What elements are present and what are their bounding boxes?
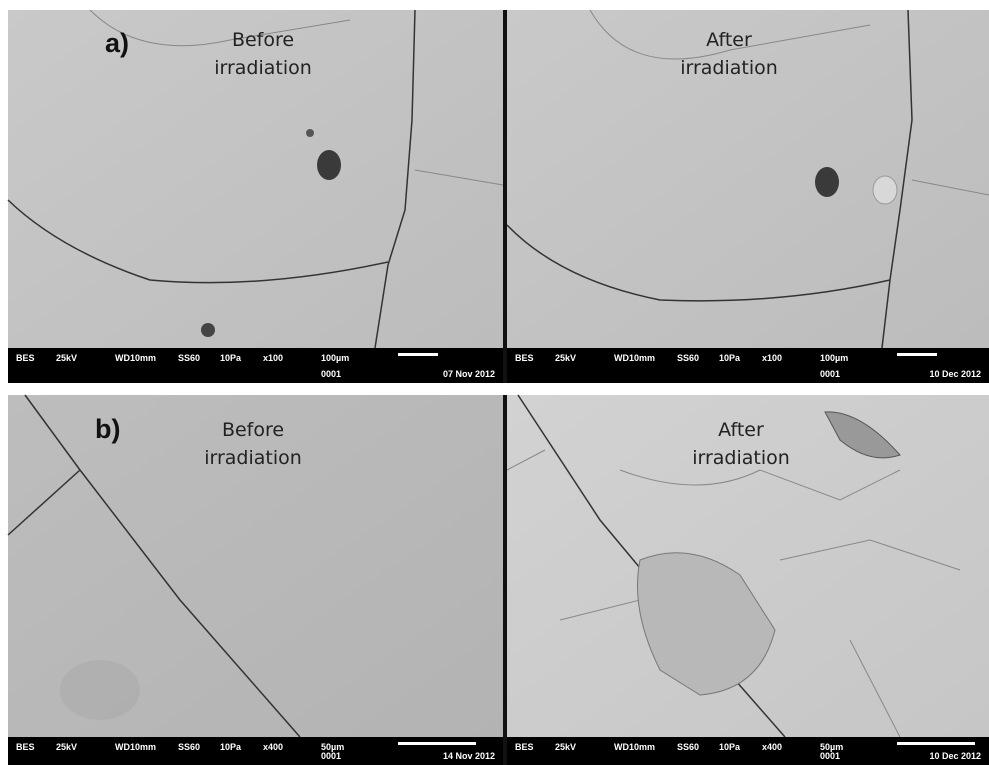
info-pressure: 10Pa bbox=[719, 353, 741, 363]
info-pressure: 10Pa bbox=[719, 742, 741, 752]
figure: Before irradiation BES 25kV WD10mm SS60 10Pa x1… bbox=[0, 0, 989, 765]
info-mag: x400 bbox=[263, 742, 283, 752]
caption: irradiation bbox=[214, 57, 312, 79]
info-pressure: 10Pa bbox=[220, 742, 242, 752]
spot bbox=[306, 129, 314, 137]
info-spot: SS60 bbox=[178, 353, 200, 363]
info-scale: 100µm bbox=[820, 353, 848, 363]
info-date: 07 Nov 2012 bbox=[443, 369, 495, 379]
scale-bar bbox=[897, 742, 975, 745]
caption: After bbox=[706, 29, 752, 51]
caption: irradiation bbox=[692, 447, 790, 469]
caption: irradiation bbox=[680, 57, 778, 79]
info-detector: BES bbox=[515, 353, 534, 363]
info-date: 10 Dec 2012 bbox=[929, 751, 981, 761]
info-scale: 100µm bbox=[321, 353, 349, 363]
info-spot: SS60 bbox=[677, 742, 699, 752]
info-bar bbox=[507, 737, 989, 765]
info-wd: WD10mm bbox=[614, 353, 655, 363]
caption: Before bbox=[232, 29, 294, 51]
info-date: 14 Nov 2012 bbox=[443, 751, 495, 761]
info-number: 0001 bbox=[820, 751, 840, 761]
info-number: 0001 bbox=[321, 369, 341, 379]
scale-bar bbox=[398, 742, 476, 745]
info-number: 0001 bbox=[820, 369, 840, 379]
caption: Before bbox=[222, 419, 284, 441]
panel-label: b) bbox=[95, 414, 120, 444]
deposit bbox=[873, 176, 897, 204]
info-voltage: 25kV bbox=[56, 742, 77, 752]
caption: irradiation bbox=[204, 447, 302, 469]
info-spot: SS60 bbox=[178, 742, 200, 752]
spot bbox=[317, 150, 341, 180]
info-spot: SS60 bbox=[677, 353, 699, 363]
divider bbox=[503, 10, 507, 383]
info-detector: BES bbox=[16, 742, 35, 752]
info-bar bbox=[8, 737, 503, 765]
info-number: 0001 bbox=[321, 751, 341, 761]
info-pressure: 10Pa bbox=[220, 353, 242, 363]
info-voltage: 25kV bbox=[555, 353, 576, 363]
info-mag: x100 bbox=[762, 353, 782, 363]
info-mag: x100 bbox=[263, 353, 283, 363]
texture bbox=[60, 660, 140, 720]
panel-label: a) bbox=[105, 28, 129, 58]
scale-bar bbox=[897, 353, 937, 356]
info-wd: WD10mm bbox=[115, 742, 156, 752]
spot bbox=[815, 167, 839, 197]
info-voltage: 25kV bbox=[56, 353, 77, 363]
info-date: 10 Dec 2012 bbox=[929, 369, 981, 379]
info-voltage: 25kV bbox=[555, 742, 576, 752]
info-detector: BES bbox=[16, 353, 35, 363]
info-wd: WD10mm bbox=[115, 353, 156, 363]
info-wd: WD10mm bbox=[614, 742, 655, 752]
info-detector: BES bbox=[515, 742, 534, 752]
info-mag: x400 bbox=[762, 742, 782, 752]
caption: After bbox=[718, 419, 764, 441]
divider bbox=[503, 395, 507, 765]
spot bbox=[201, 323, 215, 337]
scale-bar bbox=[398, 353, 438, 356]
